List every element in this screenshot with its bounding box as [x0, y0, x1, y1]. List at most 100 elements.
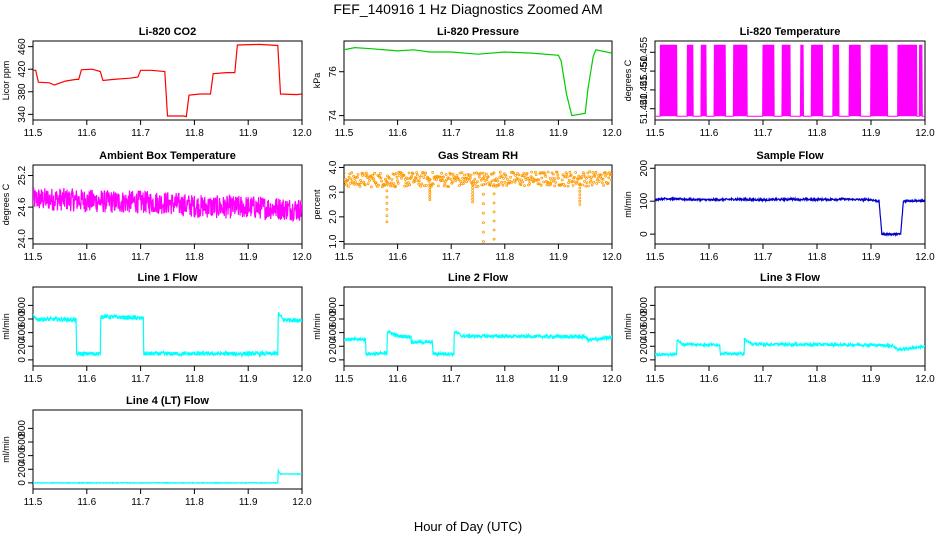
y-tick-label: 51.445: [639, 74, 650, 105]
data-point: [554, 181, 558, 184]
data-point: [428, 193, 432, 197]
data-point: [481, 221, 485, 225]
data-point: [477, 175, 481, 179]
data-point: [404, 181, 408, 185]
data-point: [512, 171, 516, 175]
plot-frame: [343, 40, 613, 121]
data-point: [451, 172, 455, 176]
data-point: [523, 184, 526, 188]
y-tick-label: 24.6: [17, 197, 28, 217]
y-axis-label: Licor ppm: [1, 61, 11, 101]
data-point: [521, 174, 525, 178]
x-tick-label: 11.9: [862, 252, 881, 263]
data-point: [472, 179, 475, 183]
y-tick-label: 100: [639, 192, 650, 209]
y-tick-label: 0: [639, 231, 650, 237]
x-tick-label: 11.9: [239, 497, 258, 508]
x-tick-label: 11.9: [239, 128, 258, 139]
data-point: [354, 180, 357, 184]
data-point: [431, 170, 435, 174]
data-point: [534, 173, 538, 177]
data-area: [33, 43, 302, 118]
data-point: [514, 173, 517, 177]
data-point: [400, 172, 404, 175]
data-area: [344, 170, 612, 243]
data-point: [389, 181, 393, 185]
data-point: [363, 183, 367, 187]
data-point: [442, 184, 446, 188]
data-point: [500, 180, 504, 184]
data-point: [498, 170, 502, 174]
x-tick-label: 11.7: [131, 252, 150, 263]
data-point: [431, 182, 435, 186]
data-point: [563, 184, 567, 188]
x-tick-label: 11.6: [77, 374, 96, 385]
x-tick-label: 11.9: [239, 374, 258, 385]
x-tick-label: 11.9: [239, 252, 258, 263]
data-point: [481, 211, 485, 215]
x-tick-label: 11.5: [24, 128, 43, 139]
x-tick-label: 11.5: [646, 374, 665, 385]
data-point: [548, 177, 552, 180]
data-point: [522, 171, 526, 175]
y-tick-label: 460: [17, 38, 28, 55]
data-point: [495, 177, 498, 181]
x-tick-label: 11.6: [388, 252, 407, 263]
data-point: [486, 175, 490, 179]
data-point: [578, 193, 582, 197]
data-point: [535, 178, 539, 182]
data-point: [385, 214, 389, 218]
data-point: [562, 182, 565, 186]
data-point: [366, 182, 370, 186]
data-point: [354, 176, 358, 179]
y-tick-label: 2.0: [328, 209, 339, 223]
data-point: [534, 170, 537, 174]
x-tick-label: 11.6: [77, 252, 96, 263]
x-tick-label: 11.8: [808, 128, 827, 139]
data-point: [394, 172, 398, 176]
data-point: [578, 199, 582, 203]
data-point: [549, 182, 553, 186]
data-point: [471, 200, 475, 204]
data-point: [473, 181, 477, 185]
x-tick-label: 11.6: [388, 128, 407, 139]
data-point: [526, 176, 530, 180]
data-area: [655, 44, 925, 117]
data-point: [479, 171, 483, 175]
data-point: [536, 182, 540, 186]
x-tick-label: 11.6: [77, 128, 96, 139]
data-point: [524, 178, 528, 181]
data-point: [366, 176, 370, 180]
data-point: [542, 180, 546, 184]
data-point: [597, 180, 601, 183]
data-point: [379, 176, 383, 180]
y-tick-label: 600: [639, 310, 650, 327]
data-point: [460, 171, 464, 175]
data-point: [591, 170, 595, 174]
data-point: [584, 184, 588, 188]
data-point: [443, 182, 447, 186]
x-tick-label: 11.8: [495, 374, 514, 385]
series-line: [33, 187, 302, 222]
data-point: [484, 172, 488, 176]
data-point: [350, 171, 354, 175]
panel-title: Line 3 Flow: [760, 272, 820, 284]
data-point: [371, 173, 375, 177]
data-point: [369, 185, 373, 189]
y-tick-label: 3.0: [328, 185, 339, 199]
data-point: [590, 183, 594, 187]
x-tick-label: 11.7: [754, 374, 773, 385]
data-point: [406, 181, 410, 185]
y-tick-label: 600: [17, 433, 28, 450]
data-area: [344, 329, 612, 358]
data-point: [520, 174, 524, 178]
data-point: [419, 174, 423, 178]
data-point: [440, 171, 444, 175]
plot-frame: [654, 286, 926, 367]
data-point: [385, 220, 389, 224]
data-point: [566, 184, 570, 188]
data-point: [551, 172, 555, 176]
x-tick-label: 12.0: [915, 128, 935, 139]
data-point: [574, 171, 577, 174]
